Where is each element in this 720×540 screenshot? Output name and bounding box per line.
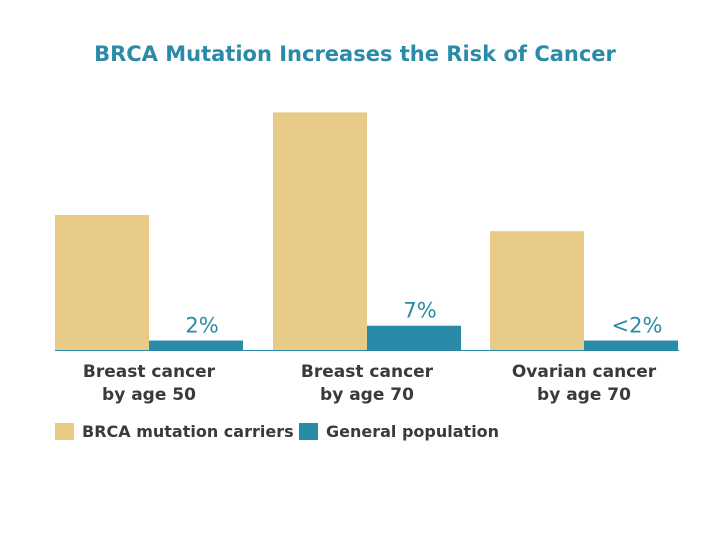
bar-carriers-0 — [55, 215, 149, 350]
bar-general-1 — [367, 325, 461, 350]
category-label-0-line-1: by age 50 — [102, 385, 196, 405]
legend-label-carriers: BRCA mutation carriers — [82, 422, 294, 441]
bar-carriers-1 — [273, 112, 367, 351]
chart-title: BRCA Mutation Increases the Risk of Canc… — [94, 42, 616, 66]
data-label-0: 2% — [185, 314, 218, 338]
category-label-0-line-0: Breast cancer — [83, 362, 216, 382]
legend-swatch-general — [299, 423, 318, 440]
data-labels-group: 2% 7% <2% — [185, 299, 662, 338]
category-label-2-line-0: Ovarian cancer — [512, 362, 657, 382]
category-label-1-line-0: Breast cancer — [301, 362, 434, 382]
legend-swatch-carriers — [55, 423, 74, 440]
category-label-1-line-1: by age 70 — [320, 385, 414, 405]
category-label-2-line-1: by age 70 — [537, 385, 631, 405]
legend-label-general: General population — [326, 422, 499, 441]
data-label-1: 7% — [403, 299, 436, 323]
legend: BRCA mutation carriers General population — [55, 422, 499, 441]
bars-group — [55, 112, 678, 351]
category-labels-group: Breast cancer by age 50 Breast cancer by ag… — [83, 362, 657, 405]
bar-carriers-2 — [490, 231, 584, 350]
data-label-2: <2% — [612, 314, 663, 338]
bar-general-2 — [584, 340, 678, 350]
bar-general-0 — [149, 340, 243, 350]
